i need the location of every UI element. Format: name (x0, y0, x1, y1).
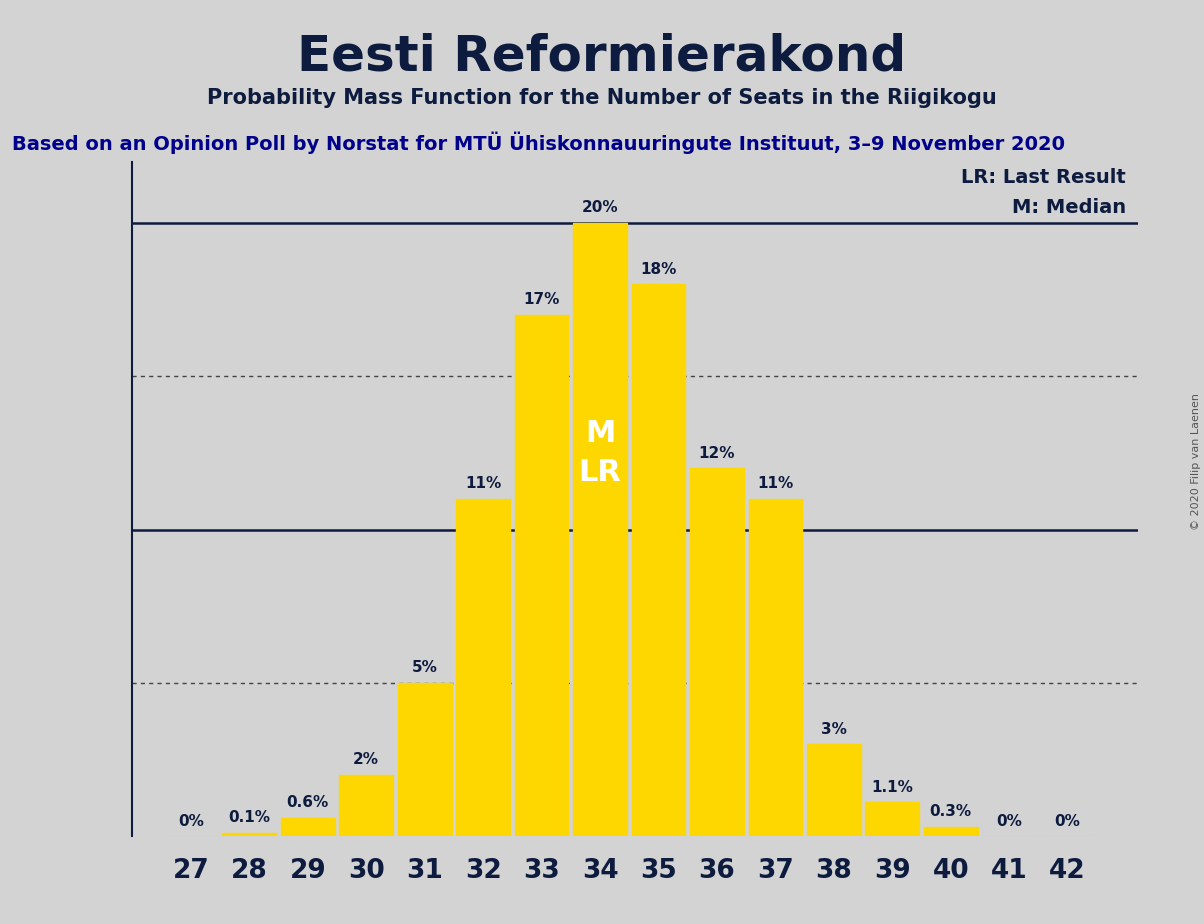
Bar (632, 285, 685, 836)
Text: 0%: 0% (1055, 813, 1080, 829)
Text: M: Median: M: Median (1013, 199, 1126, 217)
Bar (281, 818, 335, 836)
Text: Probability Mass Function for the Number of Seats in the Riigikogu: Probability Mass Function for the Number… (207, 88, 997, 108)
Text: 3%: 3% (821, 722, 846, 736)
Bar (456, 499, 510, 836)
Text: 18%: 18% (641, 261, 677, 276)
Text: 0.6%: 0.6% (287, 796, 329, 810)
Text: 1.1%: 1.1% (872, 780, 913, 795)
Text: 20%: 20% (582, 201, 619, 215)
Bar (573, 223, 627, 836)
Bar (690, 468, 744, 836)
Text: 0%: 0% (996, 813, 1022, 829)
Text: 0%: 0% (178, 813, 203, 829)
Bar (340, 775, 394, 836)
Bar (807, 744, 861, 836)
Bar (866, 802, 919, 836)
Text: 17%: 17% (524, 292, 560, 308)
Text: M
LR: M LR (579, 419, 621, 487)
Text: 0.1%: 0.1% (229, 810, 271, 825)
Text: 5%: 5% (412, 661, 437, 675)
Text: LR: Last Result: LR: Last Result (961, 168, 1126, 187)
Text: Based on an Opinion Poll by Norstat for MTÜ Ühiskonnauuringute Instituut, 3–9 No: Based on an Opinion Poll by Norstat for … (12, 131, 1066, 153)
Bar (749, 499, 802, 836)
Text: 11%: 11% (465, 476, 501, 492)
Text: 0.3%: 0.3% (929, 805, 972, 820)
Text: 2%: 2% (353, 752, 379, 767)
Text: 12%: 12% (698, 445, 736, 461)
Bar (514, 315, 568, 836)
Text: © 2020 Filip van Laenen: © 2020 Filip van Laenen (1191, 394, 1200, 530)
Text: 11%: 11% (757, 476, 793, 492)
Bar (397, 683, 452, 836)
Text: Eesti Reformierakond: Eesti Reformierakond (297, 32, 907, 80)
Bar (923, 827, 978, 836)
Bar (223, 833, 276, 836)
